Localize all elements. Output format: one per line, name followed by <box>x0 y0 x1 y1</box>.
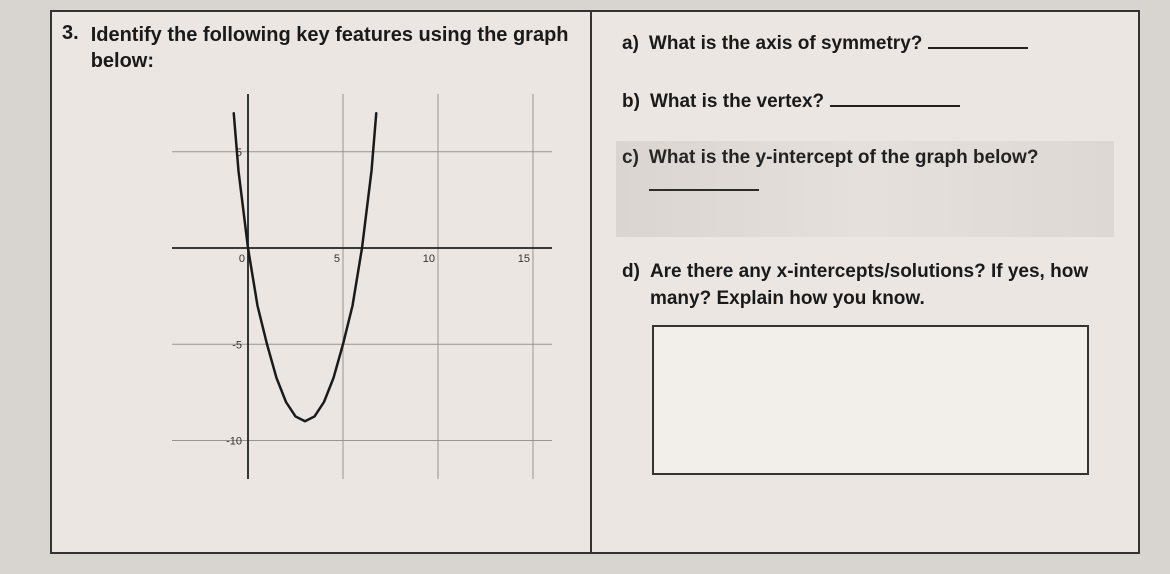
svg-text:5: 5 <box>334 253 340 265</box>
question-a: a) What is the axis of symmetry? <box>622 30 1108 58</box>
right-panel: a) What is the axis of symmetry? b) What… <box>592 12 1138 552</box>
svg-text:0: 0 <box>239 253 245 265</box>
svg-text:-5: -5 <box>232 339 242 351</box>
problem-number: 3. <box>62 22 79 74</box>
question-a-text: What is the axis of symmetry? <box>649 30 1108 58</box>
question-b: b) What is the vertex? <box>622 88 1108 116</box>
svg-text:-10: -10 <box>226 436 242 448</box>
question-d: d) Are there any x-intercepts/solutions?… <box>622 259 1108 312</box>
question-d-wrapper: d) Are there any x-intercepts/solutions?… <box>622 259 1108 474</box>
worksheet-container: 3. Identify the following key features u… <box>50 10 1140 554</box>
answer-blank-b[interactable] <box>830 88 960 107</box>
question-c: c) What is the y-intercept of the graph … <box>622 145 1108 229</box>
answer-blank-a[interactable] <box>928 30 1028 49</box>
problem-header: 3. Identify the following key features u… <box>62 22 570 74</box>
question-d-label: d) <box>622 261 640 283</box>
answer-blank-c[interactable] <box>649 172 759 191</box>
question-b-text: What is the vertex? <box>650 88 1108 116</box>
problem-prompt: Identify the following key features usin… <box>91 22 570 74</box>
svg-text:10: 10 <box>423 253 435 265</box>
answer-box-d[interactable] <box>652 325 1089 475</box>
question-c-label: c) <box>622 147 639 169</box>
parabola-graph: 0510155-5-10 <box>122 84 562 504</box>
left-panel: 3. Identify the following key features u… <box>52 12 592 552</box>
question-d-prompt: Are there any x-intercepts/solutions? If… <box>650 259 1108 312</box>
question-a-prompt: What is the axis of symmetry? <box>649 33 922 54</box>
question-c-prompt: What is the y-intercept of the graph bel… <box>649 147 1039 168</box>
svg-text:15: 15 <box>518 253 530 265</box>
question-b-label: b) <box>622 91 640 113</box>
question-b-prompt: What is the vertex? <box>650 91 824 112</box>
question-c-text: What is the y-intercept of the graph bel… <box>649 145 1108 199</box>
question-a-label: a) <box>622 33 639 55</box>
